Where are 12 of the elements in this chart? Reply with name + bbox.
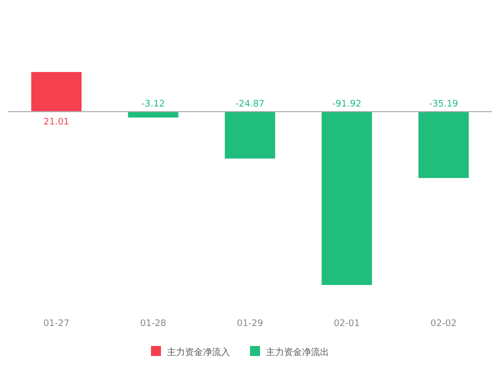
x-tick-label: 01-29 [236, 319, 264, 329]
data-label: -91.92 [332, 100, 362, 110]
x-tick-label: 01-28 [140, 319, 167, 329]
x-tick-label: 01-27 [43, 319, 70, 329]
data-label: 21.01 [44, 118, 70, 128]
legend-label: 主力资金净流入 [167, 347, 230, 358]
x-tick-label: 02-01 [334, 319, 360, 329]
data-label: -3.12 [142, 100, 165, 110]
legend-label: 主力资金净流出 [266, 347, 329, 358]
data-label: -24.87 [235, 100, 265, 110]
data-label: -35.19 [429, 100, 458, 110]
x-tick-label: 02-02 [430, 319, 457, 329]
